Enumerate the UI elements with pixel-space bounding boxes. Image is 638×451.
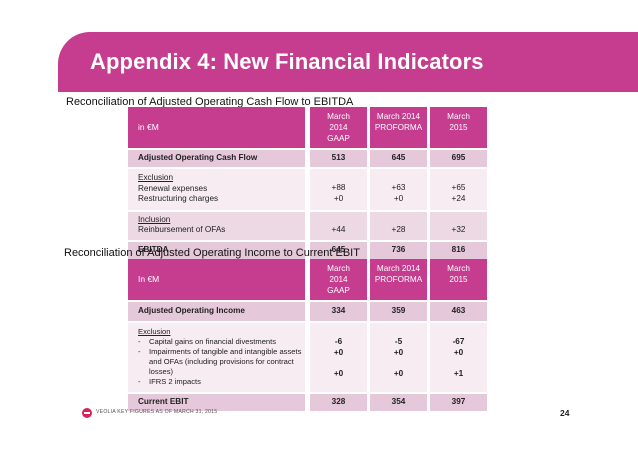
veolia-logo-icon [82, 408, 92, 418]
table-row: Adjusted Operating Income 334 359 463 [128, 302, 487, 321]
section-title-cash-flow: Reconciliation of Adjusted Operating Cas… [66, 96, 354, 108]
header-march-2014-proforma: March 2014 PROFORMA [370, 107, 427, 148]
table-row: EBITDA 645 736 816 [128, 241, 487, 259]
table-header-row: In €M March 2014 GAAP March 2014 PROFORM… [128, 259, 487, 300]
header-march-2014-gaap: March 2014 GAAP [310, 259, 367, 300]
table-header-row: in €M March 2014 GAAP March 2014 PROFORM… [128, 107, 487, 148]
cash-flow-table: in €M March 2014 GAAP March 2014 PROFORM… [128, 107, 487, 259]
table-row: Inclusion Reinbursement of OFAs +44 +28 … [128, 211, 487, 240]
header-march-2014-proforma: March 2014 PROFORMA [370, 259, 427, 300]
table-row: Exclusion Renewal expenses Restructuring… [128, 169, 487, 210]
header-unit-label: in €M [128, 107, 305, 148]
ebit-table: In €M March 2014 GAAP March 2014 PROFORM… [128, 259, 487, 411]
table-row: Exclusion - Capital gains on financial di… [128, 323, 487, 392]
header-march-2015: March 2015 [430, 259, 487, 300]
footer-text: VEOLIA KEY FIGURES AS OF MARCH 31, 2015 [96, 409, 218, 415]
title-banner [58, 32, 638, 92]
header-march-2014-gaap: March 2014 GAAP [310, 107, 367, 148]
header-unit-label: In €M [128, 259, 305, 300]
header-march-2015: March 2015 [430, 107, 487, 148]
section-title-ebit: Reconciliation of Adjusted Operating Inc… [64, 247, 360, 259]
table-row: Current EBIT 328 354 397 [128, 394, 487, 411]
table-row: Adjusted Operating Cash Flow 513 645 695 [128, 150, 487, 167]
page-number: 24 [560, 408, 570, 418]
page-title: Appendix 4: New Financial Indicators [90, 49, 484, 74]
